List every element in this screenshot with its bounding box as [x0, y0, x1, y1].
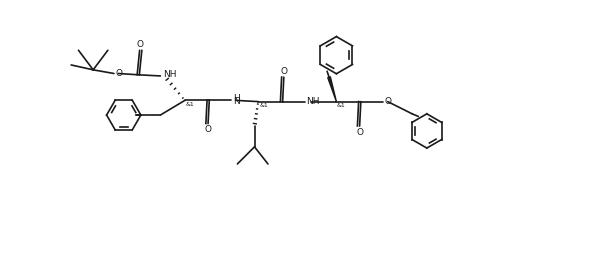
Text: NH: NH — [307, 97, 320, 106]
Text: O: O — [281, 67, 287, 76]
Text: &1: &1 — [259, 103, 268, 108]
Text: O: O — [136, 40, 143, 49]
Text: O: O — [384, 97, 391, 106]
Text: N: N — [233, 97, 240, 106]
Text: NH: NH — [163, 70, 176, 79]
Text: O: O — [356, 127, 363, 136]
Text: O: O — [205, 125, 211, 134]
Text: &1: &1 — [186, 102, 195, 107]
Text: O: O — [115, 69, 122, 78]
Text: &1: &1 — [337, 103, 346, 108]
Text: H: H — [233, 94, 240, 103]
Polygon shape — [328, 77, 336, 102]
